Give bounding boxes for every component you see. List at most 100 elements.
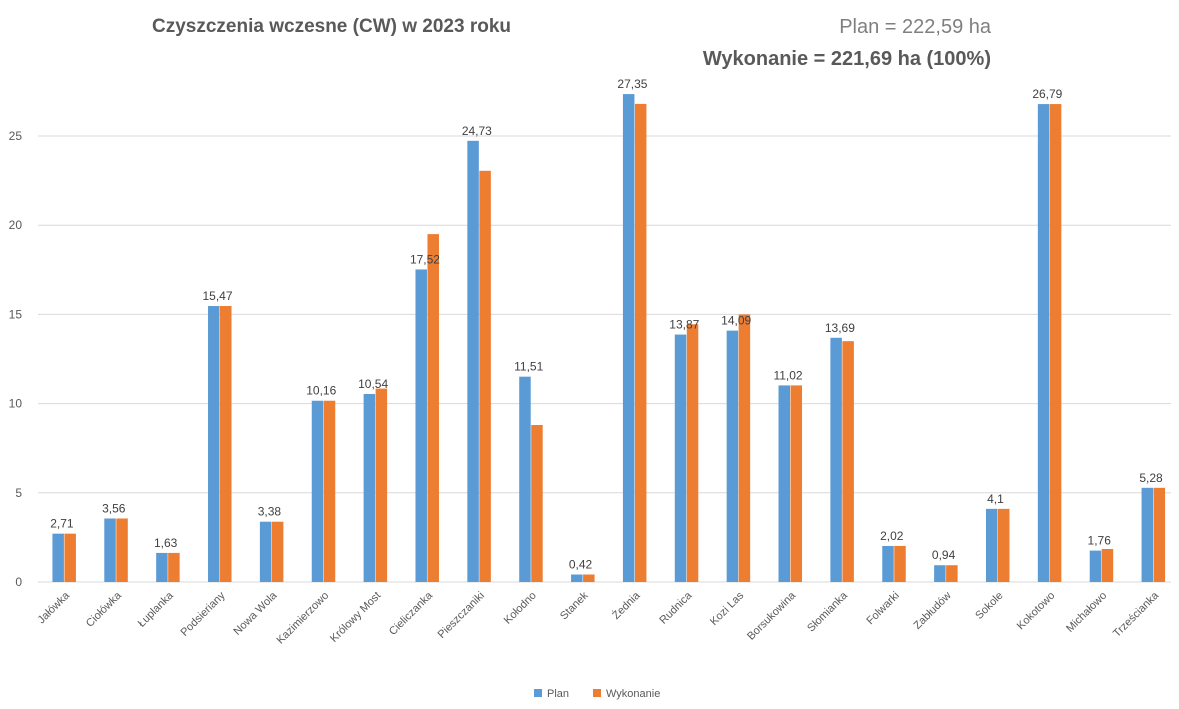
data-label: 3,38 xyxy=(258,505,282,519)
plan-bar xyxy=(622,94,635,583)
data-label: 11,02 xyxy=(773,368,802,382)
plan-bar xyxy=(934,565,946,582)
data-label: 14,09 xyxy=(721,314,751,328)
plan-bar xyxy=(259,521,272,582)
data-label: 13,87 xyxy=(669,318,699,332)
x-tick-label: Rudnica xyxy=(657,589,695,627)
legend-swatch-plan xyxy=(534,689,542,697)
x-tick-label: Jałówka xyxy=(35,589,72,626)
data-label: 15,47 xyxy=(203,289,233,303)
execution-bar xyxy=(1049,104,1062,582)
plan-bar xyxy=(778,385,791,582)
x-tick-label: Kozi Las xyxy=(708,589,747,628)
plan-bar xyxy=(985,508,998,582)
plan-bar xyxy=(1141,487,1154,582)
execution-bar xyxy=(479,170,491,582)
data-label: 0,42 xyxy=(569,558,593,572)
y-tick-label: 20 xyxy=(9,218,23,232)
data-label: 2,02 xyxy=(880,529,904,543)
plan-bar xyxy=(415,269,427,582)
execution-total: Wykonanie = 221,69 ha (100%) xyxy=(702,48,991,70)
execution-bar xyxy=(894,545,906,582)
x-tick-label: Pieszczaniki xyxy=(436,590,487,641)
execution-bar xyxy=(375,388,388,582)
x-tick-label: Folwarki xyxy=(864,590,901,627)
x-tick-label: Królowy Most xyxy=(328,590,383,645)
execution-bar xyxy=(1101,548,1114,582)
data-label: 11,51 xyxy=(514,360,543,374)
data-label: 26,79 xyxy=(1032,87,1062,101)
execution-bar xyxy=(686,324,699,582)
x-tick-label: Stanek xyxy=(558,589,591,622)
y-tick-label: 0 xyxy=(15,575,22,589)
data-label: 1,76 xyxy=(1088,534,1112,548)
x-tick-label: Ciołówka xyxy=(84,589,125,630)
data-label: 5,28 xyxy=(1139,471,1163,485)
execution-bar xyxy=(583,574,595,582)
x-tick-label: Żednia xyxy=(610,588,644,622)
y-tick-label: 15 xyxy=(9,307,23,321)
x-tick-label: Nowa Wola xyxy=(231,589,280,638)
execution-bar xyxy=(1153,487,1166,582)
data-label: 10,16 xyxy=(306,384,336,398)
plan-bar xyxy=(52,533,64,582)
x-tick-label: Sokole xyxy=(973,590,1005,622)
y-tick-label: 10 xyxy=(9,397,23,411)
plan-bar xyxy=(156,552,168,582)
data-label: 3,56 xyxy=(102,501,126,515)
execution-bar xyxy=(531,425,543,582)
data-label: 0,94 xyxy=(932,548,956,562)
execution-bar xyxy=(842,341,854,582)
plan-bar xyxy=(1089,550,1102,582)
y-tick-label: 25 xyxy=(9,129,23,143)
x-tick-label: Słomianka xyxy=(805,589,850,634)
execution-bar xyxy=(271,521,284,582)
plan-bar xyxy=(104,518,116,582)
x-tick-label: Cieliczanka xyxy=(387,589,436,638)
legend-swatch-wykonanie xyxy=(593,689,601,697)
x-tick-label: Michałowo xyxy=(1064,590,1109,635)
x-tick-label: Zabłudów xyxy=(912,590,954,632)
execution-bar xyxy=(427,234,439,582)
execution-bar xyxy=(168,552,180,582)
data-label: 4,1 xyxy=(987,492,1004,506)
data-label: 2,71 xyxy=(50,517,74,531)
plan-bar xyxy=(467,140,479,582)
plan-bar xyxy=(519,376,531,582)
chart-title: Czyszczenia wczesne (CW) w 2023 roku xyxy=(152,16,512,37)
plan-bar xyxy=(1037,104,1050,582)
plan-total: Plan = 222,59 ha xyxy=(839,16,991,38)
execution-bar xyxy=(634,103,647,582)
x-tick-label: Kokotowo xyxy=(1015,590,1058,633)
legend-label-wykonanie: Wykonanie xyxy=(606,688,660,700)
execution-bar xyxy=(738,314,751,582)
execution-bar xyxy=(997,508,1010,582)
execution-bar xyxy=(64,533,76,582)
legend-label-plan: Plan xyxy=(547,688,569,700)
data-label: 24,73 xyxy=(462,124,492,138)
x-tick-label: Łuplanka xyxy=(136,589,177,630)
execution-bar xyxy=(790,385,803,582)
plan-bar xyxy=(571,574,583,582)
execution-bar xyxy=(946,565,958,582)
data-label: 1,63 xyxy=(154,536,178,550)
plan-bar xyxy=(726,330,739,582)
plan-bar xyxy=(830,337,842,582)
x-tick-label: Podsieriany xyxy=(179,589,228,638)
plan-bar xyxy=(882,545,894,582)
data-label: 17,52 xyxy=(410,252,440,266)
data-label: 10,54 xyxy=(358,377,388,391)
y-tick-label: 5 xyxy=(15,486,22,500)
plan-bar xyxy=(674,334,687,582)
execution-bar xyxy=(116,518,128,582)
x-tick-label: Borsukowina xyxy=(745,589,799,643)
execution-bar xyxy=(323,400,336,582)
x-tick-label: Trześcianka xyxy=(1111,589,1162,640)
data-label: 13,69 xyxy=(825,321,855,335)
plan-bar xyxy=(363,393,376,582)
plan-bar xyxy=(311,400,324,582)
x-tick-label: Kazimierzowo xyxy=(274,590,331,647)
plan-bar xyxy=(208,306,220,582)
data-label: 27,35 xyxy=(617,77,647,91)
